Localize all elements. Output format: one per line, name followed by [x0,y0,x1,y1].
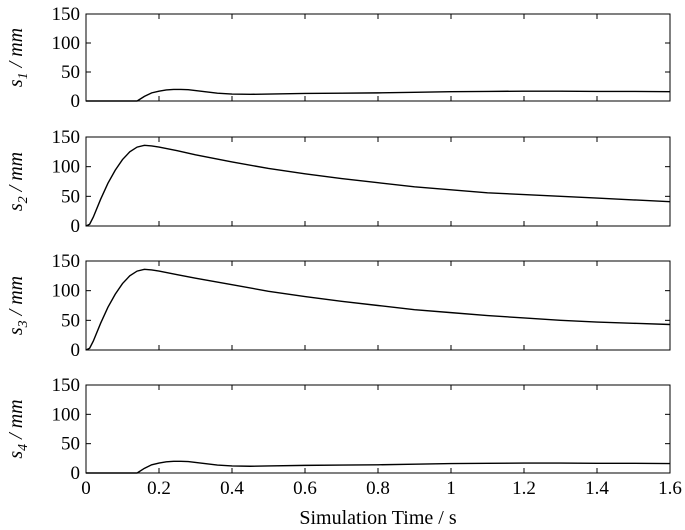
subplot-frame [85,13,671,102]
series-line-2 [85,144,671,227]
y-axis-label-unit: / mm [5,399,27,443]
series-line-1 [86,88,671,102]
y-tick-label: 0 [71,91,81,112]
y-tick-label: 50 [61,434,80,455]
x-tick-label: 1.4 [585,478,609,499]
y-tick-label: 150 [52,127,81,148]
y-axis-label: s3 / mm [5,276,31,335]
y-tick-label: 150 [52,251,81,272]
y-tick-label: 50 [61,186,80,207]
subplot-4: 0 50 100 150 0 0.2 0.4 0.6 0.8 1 1.2 1.4 1.6 s4 / mm [5,375,682,499]
y-tick-label: 50 [61,62,80,83]
y-tick-label: 0 [71,463,81,484]
series-line-4 [86,460,671,474]
x-tick-label: 0.6 [293,478,317,499]
y-axis-label-symbol: s [5,203,27,211]
y-axis-label-symbol: s [5,79,27,87]
y-tick-label: 100 [52,281,81,302]
subplot-2: 0 50 100 150 s2 / mm [5,127,671,237]
y-tick-label: 150 [52,375,81,396]
x-tick-label: 1 [446,478,456,499]
y-axis-label-symbol: s [5,327,27,335]
subplot-3: 0 50 100 150 s3 / mm [5,251,671,361]
x-tick-label: 0.2 [147,478,171,499]
x-tick-label: 1.2 [512,478,536,499]
y-axis-label-subscript: 2 [16,196,31,203]
x-tick-label: 1.6 [658,478,682,499]
y-axis-label-unit: / mm [5,28,27,72]
y-tick-label: 100 [52,157,81,178]
y-tick-label: 0 [71,340,81,361]
x-tick-label: 0.8 [366,478,390,499]
y-axis-label-unit: / mm [5,152,27,196]
y-axis-label: s4 / mm [5,399,31,458]
y-axis-label-subscript: 1 [16,72,31,79]
y-tick-label: 0 [71,216,81,237]
y-axis-label: s1 / mm [5,28,31,87]
subplot-1: 0 50 100 150 s1 / mm [5,4,671,112]
y-axis-label-unit: / mm [5,276,27,320]
x-tick-label: 0.4 [220,478,244,499]
y-tick-label: 50 [61,310,80,331]
y-axis-label: s2 / mm [5,152,31,211]
x-axis-label: Simulation Time / s [299,507,456,529]
subplot-frame [85,384,671,474]
y-tick-label: 100 [52,33,81,54]
y-axis-label-symbol: s [5,451,27,459]
series-line-3 [85,268,671,351]
y-axis-label-subscript: 4 [16,444,31,451]
y-tick-label: 150 [52,4,81,25]
y-tick-label: 100 [52,404,81,425]
y-axis-label-subscript: 3 [16,320,31,328]
x-tick-label: 0 [81,478,91,499]
